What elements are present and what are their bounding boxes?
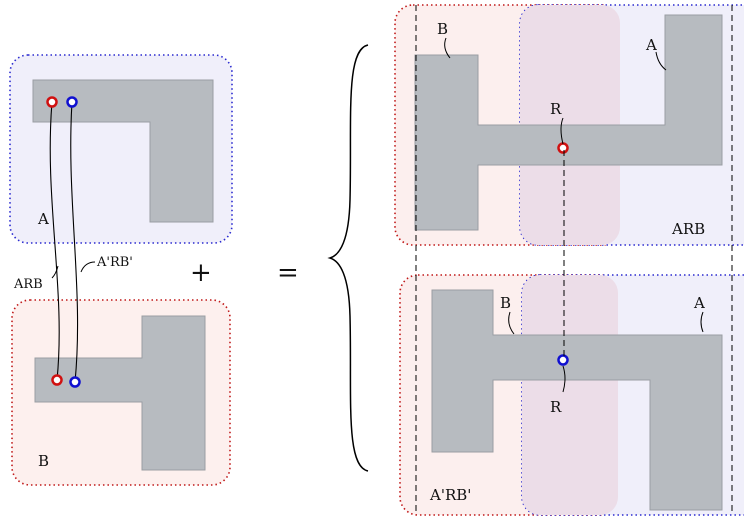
label: ARB bbox=[671, 220, 705, 238]
label: A bbox=[645, 36, 657, 54]
point-blue bbox=[68, 98, 77, 107]
point-red bbox=[48, 98, 57, 107]
label: A'RB' bbox=[96, 255, 133, 270]
label: ARB bbox=[13, 277, 43, 292]
brace bbox=[330, 45, 368, 471]
label: A bbox=[37, 210, 49, 228]
label: A bbox=[693, 294, 705, 312]
label: R bbox=[550, 398, 562, 416]
label: B bbox=[38, 452, 49, 470]
label: A'RB' bbox=[429, 486, 471, 504]
label: B bbox=[437, 20, 448, 38]
point-blue bbox=[559, 356, 568, 365]
label: R bbox=[550, 100, 562, 118]
point-red bbox=[53, 376, 62, 385]
point-blue bbox=[71, 378, 80, 387]
operator: = bbox=[277, 258, 299, 288]
leader bbox=[81, 262, 95, 272]
overlap bbox=[522, 275, 618, 515]
diagram: A B ARB A'RB' + = B A R ARB B A R A'RB' bbox=[0, 0, 744, 518]
point-red bbox=[559, 144, 568, 153]
label: B bbox=[500, 294, 511, 312]
operator: + bbox=[190, 258, 212, 288]
